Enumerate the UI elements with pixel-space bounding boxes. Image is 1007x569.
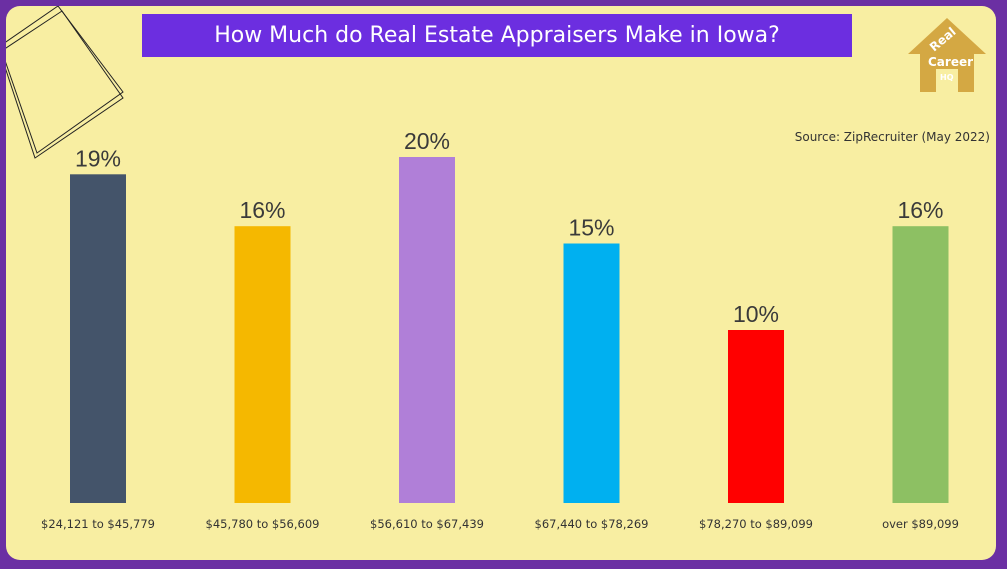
real-estate-career-hq-logo: Real Career HQ: [908, 18, 986, 92]
data-label: 16%: [239, 197, 285, 223]
category-label: $67,440 to $78,269: [535, 517, 649, 531]
bar: [399, 157, 455, 503]
chart-title: How Much do Real Estate Appraisers Make …: [142, 14, 852, 57]
svg-text:HQ: HQ: [940, 73, 954, 82]
bar: [70, 174, 126, 504]
bar: [563, 243, 620, 503]
bar: [234, 226, 291, 503]
category-label: over $89,099: [882, 517, 959, 531]
data-label: 16%: [897, 197, 943, 223]
data-label: 19%: [75, 145, 121, 171]
svg-text:Career: Career: [928, 55, 973, 69]
category-label: $24,121 to $45,779: [41, 517, 155, 531]
bar: [728, 330, 784, 503]
data-label: 15%: [568, 215, 614, 241]
category-label: $45,780 to $56,609: [206, 517, 320, 531]
bar: [892, 226, 949, 503]
data-label: 10%: [733, 301, 779, 327]
decorative-squares: [6, 6, 124, 159]
category-label: $78,270 to $89,099: [699, 517, 813, 531]
data-label: 20%: [404, 128, 450, 154]
source-note: Source: ZipRecruiter (May 2022): [794, 130, 990, 144]
chart-frame: 19% $24,121 to $45,779 16% $45,780 to $56,6…: [6, 6, 996, 560]
category-label: $56,610 to $67,439: [370, 517, 484, 531]
bar-chart: 19% $24,121 to $45,779 16% $45,780 to $56,6…: [6, 6, 959, 531]
